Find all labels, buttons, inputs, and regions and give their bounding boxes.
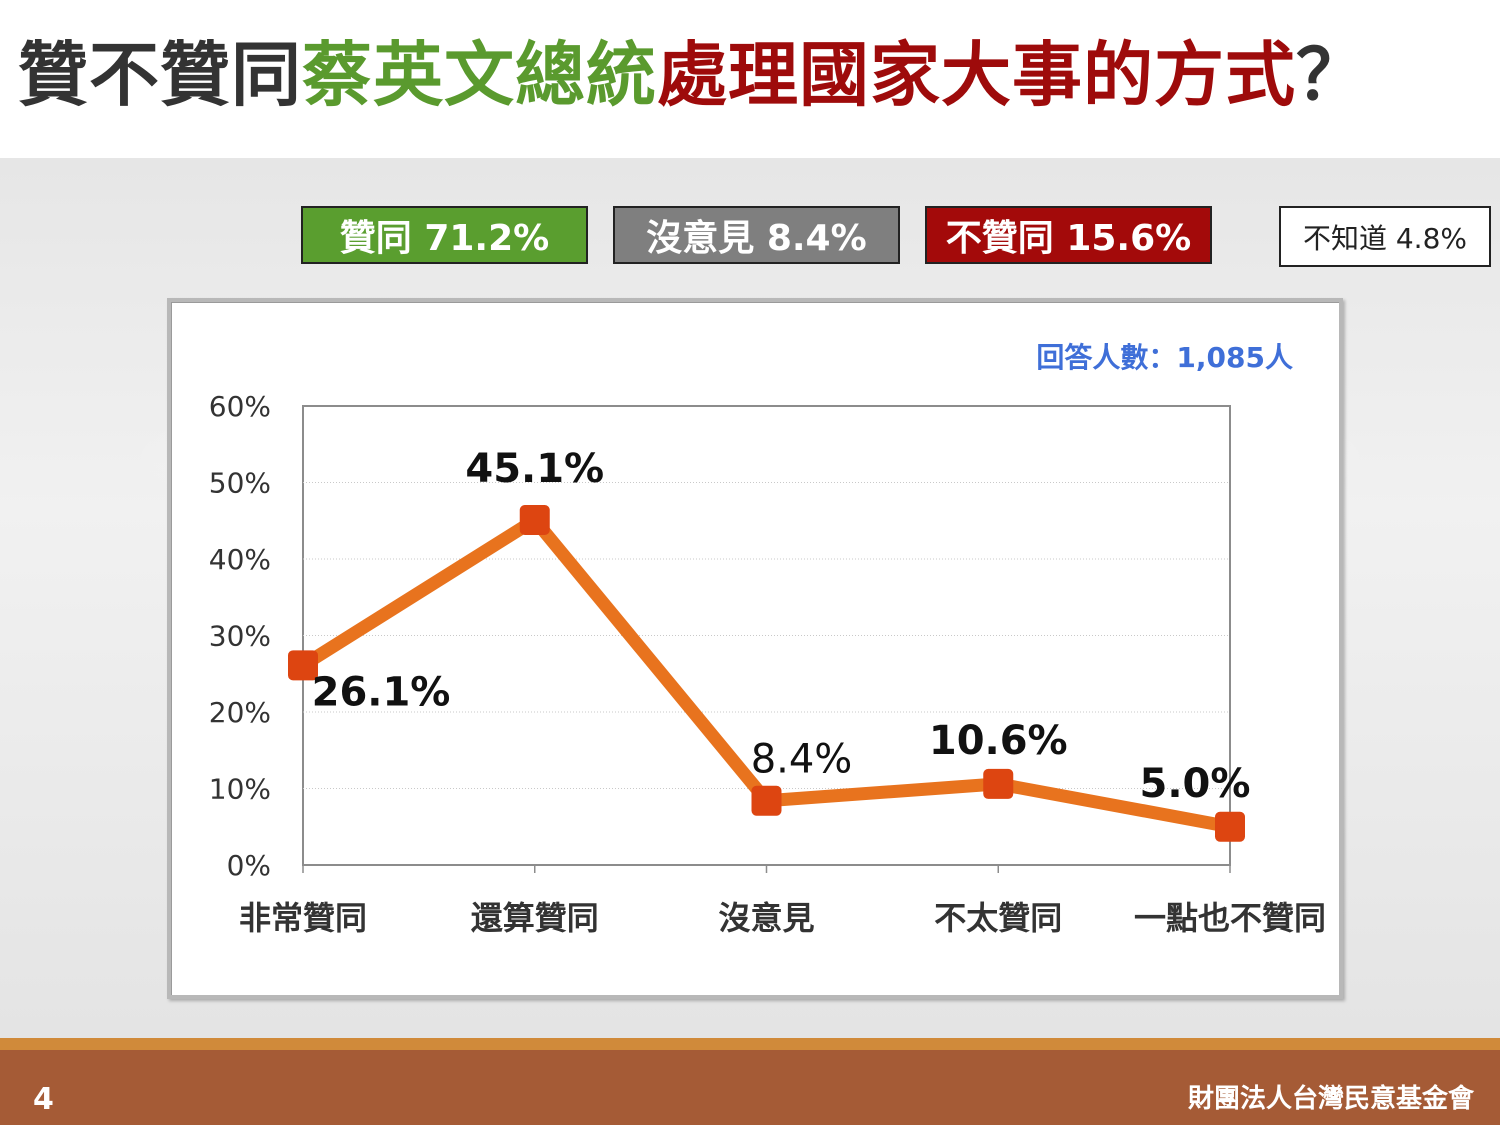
y-tick-label: 40% xyxy=(209,543,271,576)
data-label: 10.6% xyxy=(929,718,1068,764)
title-bar: 贊不贊同蔡英文總統處理國家大事的方式？ xyxy=(0,0,1500,158)
x-tick-label: 沒意見 xyxy=(718,899,814,937)
data-point-marker xyxy=(519,504,550,535)
organization-name: 財團法人台灣民意基金會 xyxy=(1187,1084,1474,1114)
x-tick-label: 非常贊同 xyxy=(239,899,367,937)
disapprove-summary-box: 不贊同 15.6% xyxy=(925,206,1212,264)
chart-frame: 0% 10% 20% 30% 40% 50% 60% 非常贊同 還算贊同 沒意見 不太贊同 一點也不贊… xyxy=(167,298,1343,999)
respondent-count: 回答人數：1,085人 xyxy=(1036,341,1293,374)
data-point-marker xyxy=(1215,811,1245,842)
data-label: 8.4% xyxy=(751,737,853,783)
data-label: 45.1% xyxy=(465,446,604,492)
data-point-marker xyxy=(288,650,318,681)
y-tick-label: 20% xyxy=(209,696,271,729)
data-point-marker xyxy=(983,768,1014,799)
page-number: 4 xyxy=(33,1082,54,1117)
title-part-president: 蔡英文總統 xyxy=(302,34,657,116)
x-tick-label: 一點也不贊同 xyxy=(1134,899,1326,937)
line-chart: 0% 10% 20% 30% 40% 50% 60% 非常贊同 還算贊同 沒意見 不太贊同 一點也不贊… xyxy=(209,341,1326,937)
title-part-affairs: 處理國家大事的方式 xyxy=(657,34,1296,116)
page-title: 贊不贊同蔡英文總統處理國家大事的方式？ xyxy=(18,40,1367,110)
y-tick-label: 50% xyxy=(209,467,271,500)
data-label: 5.0% xyxy=(1140,761,1251,807)
title-part-question: 贊不贊同 xyxy=(18,34,302,116)
neutral-summary-box: 沒意見 8.4% xyxy=(613,206,900,264)
y-tick-label: 30% xyxy=(209,620,271,653)
y-tick-label: 60% xyxy=(209,390,271,423)
y-tick-label: 0% xyxy=(227,849,271,882)
approve-summary-box: 贊同 71.2% xyxy=(301,206,588,264)
x-tick-label: 不太贊同 xyxy=(934,899,1062,937)
footer-bar: 4 財團法人台灣民意基金會 xyxy=(0,1038,1500,1125)
y-tick-label: 10% xyxy=(209,773,271,806)
title-part-mark: ？ xyxy=(1296,34,1367,116)
data-label: 26.1% xyxy=(312,669,451,715)
x-tick-label: 還算贊同 xyxy=(471,899,599,937)
data-point-marker xyxy=(751,785,782,816)
unknown-summary-box: 不知道 4.8% xyxy=(1279,206,1491,267)
